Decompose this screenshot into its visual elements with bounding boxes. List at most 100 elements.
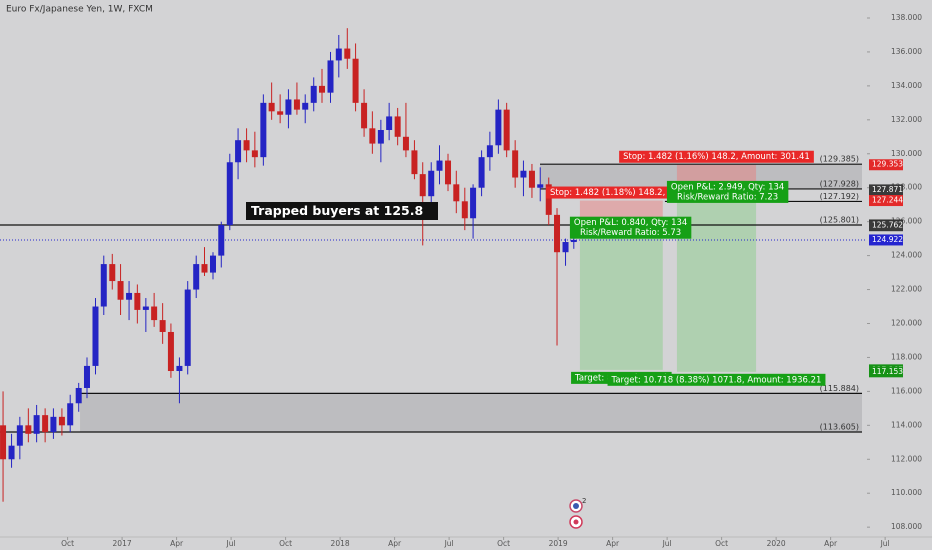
candle-body: [209, 255, 216, 273]
y-tick-label: 120.000: [891, 318, 922, 327]
y-tick-label: 118.000: [891, 352, 922, 361]
candle-body: [310, 85, 317, 103]
horizontal-line-label: (115.884): [820, 384, 859, 393]
x-tick-label: 2017: [113, 539, 132, 548]
candle-body: [503, 109, 510, 151]
event-badge: 2: [582, 497, 586, 505]
x-tick-label: Jul: [662, 539, 672, 548]
candle-body: [50, 416, 57, 433]
position-label: Open P&L: 0.840, Qty: 134: [574, 218, 687, 228]
price-tag-label: 127.871: [872, 185, 903, 194]
candle-body: [109, 264, 116, 282]
time-axis: [0, 537, 932, 550]
position-label: Target: 10.718 (8.38%) 1071.8, Amount: 1…: [611, 375, 822, 385]
y-tick-label: 110.000: [891, 488, 922, 497]
x-tick-label: 2019: [549, 539, 568, 548]
x-tick-label: Apr: [824, 539, 838, 548]
candle-body: [167, 331, 174, 372]
x-tick-label: Oct: [61, 539, 74, 548]
price-tag-label: 125.762: [872, 221, 903, 230]
candle-body: [58, 416, 65, 426]
candle-body: [352, 58, 359, 103]
x-tick-label: Oct: [497, 539, 510, 548]
candle-body: [67, 403, 74, 426]
y-tick-label: 130.000: [891, 149, 922, 158]
candle-body: [201, 264, 208, 273]
price-tag-label: 127.244: [872, 196, 903, 205]
price-tag: [869, 184, 903, 196]
position-label-box: [607, 373, 826, 386]
candle-body: [570, 239, 577, 243]
candle-body: [394, 116, 401, 137]
candle-body: [361, 102, 368, 129]
candle-body: [486, 145, 493, 158]
candle-body: [419, 174, 426, 197]
candle-body: [520, 170, 527, 178]
candle-body: [226, 162, 233, 226]
x-tick-label: Apr: [170, 539, 184, 548]
annotation: Trapped buyers at 125.8: [251, 203, 423, 218]
candle-body: [302, 102, 309, 110]
y-tick-label: 114.000: [891, 420, 922, 429]
zone: [80, 393, 862, 433]
candle-body: [92, 306, 99, 366]
y-tick-label: 116.000: [891, 386, 922, 395]
position-label: Risk/Reward Ratio: 7.23: [677, 192, 778, 202]
x-tick-label: 2020: [767, 539, 786, 548]
y-tick-label: 122.000: [891, 285, 922, 294]
candle-body: [470, 187, 477, 219]
candle-body: [251, 150, 258, 158]
x-tick-label: Oct: [279, 539, 292, 548]
candle-body: [0, 425, 7, 460]
price-tag: [869, 234, 903, 246]
candle-body: [335, 48, 342, 61]
candle-body: [83, 365, 90, 388]
position-label: Stop: 1.482 (1.16%) 148.2, Amount: 301.4…: [623, 152, 810, 162]
candle-body: [25, 425, 32, 434]
price-axis: [867, 0, 932, 537]
position-label-box: [619, 150, 814, 163]
candle-body: [495, 109, 502, 146]
candle-body: [537, 184, 544, 188]
candle-body: [100, 264, 107, 307]
candle-body: [293, 99, 300, 110]
horizontal-line-label: (127.192): [820, 192, 859, 201]
candle-body: [562, 242, 569, 253]
candle-body: [545, 184, 552, 215]
price-tag: [869, 159, 903, 171]
y-tick-label: 132.000: [891, 115, 922, 124]
candle-body: [277, 111, 284, 115]
candle-body: [411, 150, 418, 175]
candle-body: [126, 292, 133, 300]
event-icon-dot: [573, 519, 579, 525]
candle-body: [528, 170, 535, 188]
candle-body: [176, 365, 183, 372]
position-label-box: [569, 216, 692, 239]
price-tag-label: 117.153: [872, 367, 903, 376]
candle-body: [33, 415, 40, 434]
price-tag: [869, 195, 903, 207]
candle-body: [377, 130, 384, 144]
x-tick-label: Apr: [388, 539, 402, 548]
y-tick-label: 136.000: [891, 47, 922, 56]
annotation-box: [246, 202, 438, 220]
candle-body: [75, 387, 82, 404]
candle-body: [285, 99, 292, 115]
x-tick-label: Jul: [880, 539, 890, 548]
candle-body: [184, 289, 191, 366]
horizontal-line-label: (125.801): [820, 216, 859, 225]
candle-body: [386, 116, 393, 131]
price-tag-label: 129.353: [872, 160, 903, 169]
candle-body: [117, 281, 124, 300]
horizontal-line-label: (127.928): [820, 179, 859, 188]
y-tick-label: 128.000: [891, 183, 922, 192]
candle-body: [16, 425, 23, 446]
chart-title: Euro Fx/Japanese Yen, 1W, FXCM: [6, 5, 153, 15]
candle-body: [445, 160, 452, 185]
candle-body: [151, 306, 158, 321]
position-label: Risk/Reward Ratio: 5.73: [580, 228, 681, 238]
y-tick-label: 124.000: [891, 251, 922, 260]
